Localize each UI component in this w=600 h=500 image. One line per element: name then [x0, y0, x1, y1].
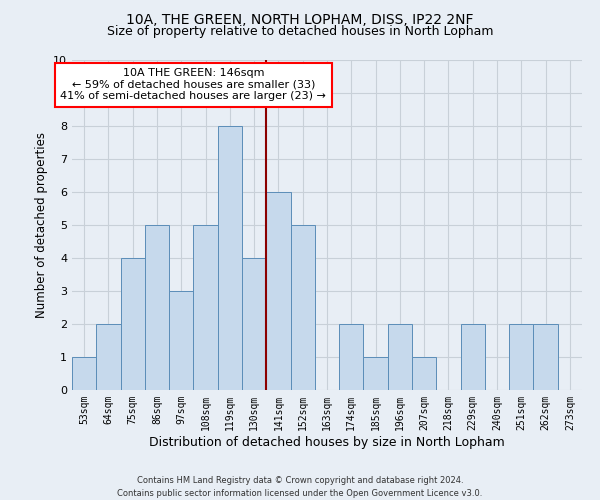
X-axis label: Distribution of detached houses by size in North Lopham: Distribution of detached houses by size … [149, 436, 505, 448]
Bar [266, 192, 290, 390]
Text: Size of property relative to detached houses in North Lopham: Size of property relative to detached ho… [107, 25, 493, 38]
Text: Contains HM Land Registry data © Crown copyright and database right 2024.
Contai: Contains HM Land Registry data © Crown c… [118, 476, 482, 498]
Bar [96, 324, 121, 390]
Text: 10A THE GREEN: 146sqm
← 59% of detached houses are smaller (33)
41% of semi-deta: 10A THE GREEN: 146sqm ← 59% of detached … [61, 68, 326, 102]
Bar [218, 126, 242, 390]
Bar [169, 291, 193, 390]
Bar [533, 324, 558, 390]
Bar [461, 324, 485, 390]
Bar [145, 225, 169, 390]
Bar [388, 324, 412, 390]
Bar [290, 225, 315, 390]
Bar [242, 258, 266, 390]
Bar [193, 225, 218, 390]
Bar [509, 324, 533, 390]
Bar [121, 258, 145, 390]
Bar [72, 357, 96, 390]
Y-axis label: Number of detached properties: Number of detached properties [35, 132, 47, 318]
Text: 10A, THE GREEN, NORTH LOPHAM, DISS, IP22 2NF: 10A, THE GREEN, NORTH LOPHAM, DISS, IP22… [126, 12, 474, 26]
Bar [364, 357, 388, 390]
Bar [412, 357, 436, 390]
Bar [339, 324, 364, 390]
